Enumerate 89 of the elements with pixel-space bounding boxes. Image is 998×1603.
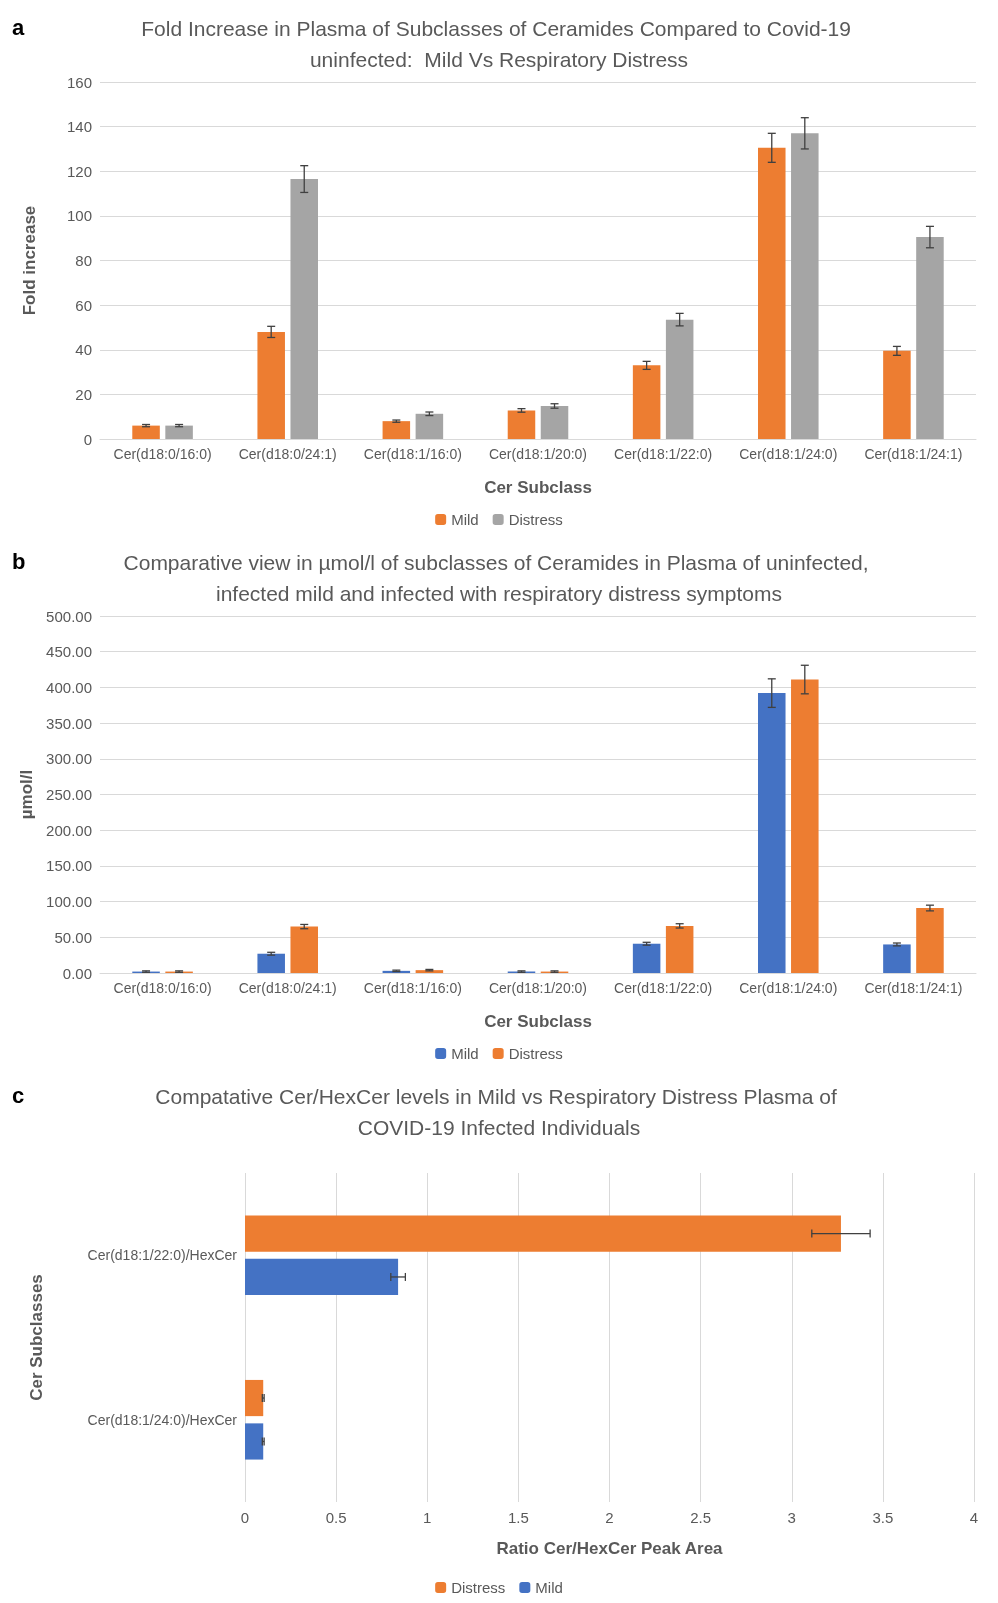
bar <box>916 237 944 439</box>
x-tick-label: 0 <box>240 1509 250 1526</box>
x-tick-label: Cer(d18:0/24:1) <box>238 446 337 462</box>
legend-label: Distress <box>508 1045 563 1062</box>
x-tick-label: Cer(d18:1/16:0) <box>363 980 462 996</box>
y-tick-label: 300.00 <box>46 750 92 768</box>
text: b <box>12 548 26 574</box>
x-tick-label: 4 <box>969 1509 979 1526</box>
x-tick-label: Cer(d18:0/16:0) <box>113 446 212 462</box>
text: a <box>12 14 25 40</box>
bar <box>632 943 661 973</box>
text: c <box>12 1082 25 1108</box>
chart-title: Fold Increase in Plasma of Subclasses of Ceramides Compared to Covid-19 uninfected: Mild Vs Respiratory Distress <box>141 17 857 71</box>
y-tick-label: 100.00 <box>46 893 92 911</box>
chart-title: Comparative view in µmol/l of subclasses of Ceramides in Plasma of uninfected, infected mild and infected with respiratory distress symptoms <box>123 551 875 605</box>
y-axis-title: Fold increase <box>20 205 39 316</box>
legend-label: Mild <box>535 1579 563 1596</box>
bar <box>791 679 819 973</box>
y-axis-title: µmol/l <box>17 769 37 820</box>
x-tick-label: Cer(d18:1/24:1) <box>864 980 963 996</box>
bar <box>245 1258 399 1296</box>
y-tick-label: 160 <box>66 73 92 91</box>
bar <box>540 405 569 439</box>
x-tick-label: Cer(d18:1/20:0) <box>488 446 588 462</box>
x-tick-label: Cer(d18:1/22:0) <box>614 446 713 462</box>
y-tick-label: 100 <box>66 207 92 225</box>
y-tick-label: 400.00 <box>46 678 92 696</box>
x-tick-label: Cer(d18:1/24:0) <box>739 446 838 462</box>
x-tick-label: 2.5 <box>690 1509 712 1526</box>
y-tick-label: 80 <box>75 252 92 269</box>
x-tick-label: 1.5 <box>507 1509 529 1526</box>
x-tick-label: 3 <box>787 1509 796 1526</box>
bar <box>165 425 193 439</box>
x-tick-label: 1 <box>423 1509 432 1526</box>
y-tick-label: 120 <box>66 162 92 180</box>
y-tick-label: 20 <box>75 385 92 403</box>
bar <box>758 693 786 973</box>
x-tick-label: Cer(d18:1/24:0) <box>739 980 838 996</box>
x-tick-label: 0.5 <box>325 1509 347 1526</box>
bar <box>415 413 444 439</box>
x-axis-title: Cer Subclass <box>484 1012 592 1031</box>
bar <box>290 926 318 973</box>
legend-label: Mild <box>451 1045 479 1062</box>
y-tick-label: 0 <box>83 430 92 448</box>
bar <box>245 1379 264 1417</box>
x-axis-title: Cer Subclass <box>484 478 592 497</box>
bar <box>916 908 944 973</box>
bar <box>382 421 411 439</box>
y-tick-label: 350.00 <box>46 714 92 732</box>
legend-label: Distress <box>508 511 563 528</box>
bar <box>665 319 694 439</box>
legend-label: Mild <box>451 511 479 528</box>
bar <box>883 944 911 973</box>
y-tick-label: 450.00 <box>46 643 92 661</box>
bar <box>245 1215 841 1252</box>
x-axis-title: Ratio Cer/HexCer Peak Area <box>496 1539 724 1558</box>
x-tick-label: 3.5 <box>872 1509 894 1526</box>
bar <box>257 953 285 973</box>
x-tick-label: Cer(d18:0/16:0) <box>113 980 212 996</box>
y-tick-label: 250.00 <box>46 786 92 803</box>
x-tick-label: Cer(d18:0/24:1) <box>238 980 337 996</box>
y-tick-label: 50.00 <box>54 928 92 946</box>
x-tick-label: Cer(d18:1/20:0) <box>488 980 588 996</box>
bar <box>507 410 536 439</box>
x-tick-label: 2 <box>605 1509 614 1526</box>
y-tick-label: 0.00 <box>62 964 92 982</box>
y-tick-label: 60 <box>75 296 92 314</box>
bar <box>132 425 160 439</box>
x-tick-label: Cer(d18:1/22:0) <box>614 980 713 996</box>
y-tick-label: 500.00 <box>46 607 92 625</box>
x-tick-label: Cer(d18:1/24:1) <box>864 446 963 462</box>
bar <box>257 331 285 439</box>
bar <box>665 925 694 973</box>
bar <box>758 147 786 439</box>
y-tick-label: 140 <box>66 118 92 136</box>
y-tick-label: Cer(d18:1/24:0)/HexCer <box>87 1411 238 1428</box>
bar <box>245 1423 264 1460</box>
bar <box>290 179 318 439</box>
legend-label: Distress <box>451 1579 506 1596</box>
y-axis-title: Cer Subclasses <box>27 1274 46 1401</box>
bar <box>883 350 911 439</box>
chart-title: Compatative Cer/HexCer levels in Mild vs Respiratory Distress Plasma of COVID-19 Infected Individuals <box>155 1085 843 1139</box>
bar <box>632 365 661 439</box>
bar <box>791 133 819 439</box>
y-tick-label: 200.00 <box>46 821 92 839</box>
x-tick-label: Cer(d18:1/16:0) <box>363 446 462 462</box>
y-tick-label: 150.00 <box>46 857 92 875</box>
y-tick-label: Cer(d18:1/22:0)/HexCer <box>87 1247 238 1264</box>
y-tick-label: 40 <box>75 341 92 359</box>
